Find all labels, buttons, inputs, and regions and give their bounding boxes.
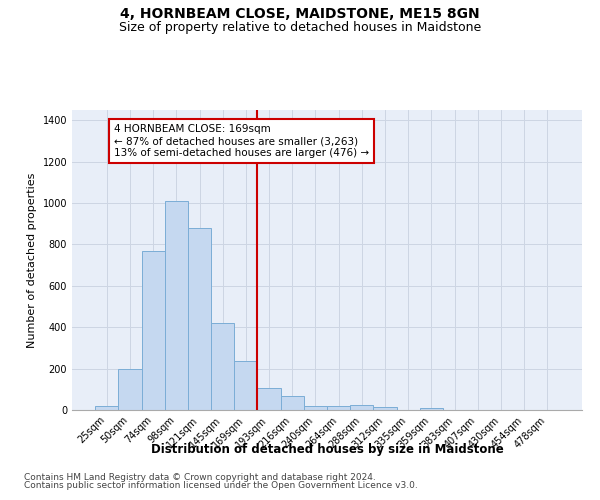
Bar [350,405,373,410]
Bar [211,323,234,410]
Bar [95,406,118,410]
Bar [420,408,443,410]
Bar [257,388,281,410]
Text: 4, HORNBEAM CLOSE, MAIDSTONE, ME15 8GN: 4, HORNBEAM CLOSE, MAIDSTONE, ME15 8GN [120,8,480,22]
Bar [165,201,188,410]
Bar [118,368,142,410]
Text: Contains public sector information licensed under the Open Government Licence v3: Contains public sector information licen… [24,481,418,490]
Y-axis label: Number of detached properties: Number of detached properties [27,172,37,348]
Bar [188,228,211,410]
Text: Distribution of detached houses by size in Maidstone: Distribution of detached houses by size … [151,442,503,456]
Text: Contains HM Land Registry data © Crown copyright and database right 2024.: Contains HM Land Registry data © Crown c… [24,472,376,482]
Bar [373,408,397,410]
Bar [234,362,257,410]
Bar [281,396,304,410]
Text: Size of property relative to detached houses in Maidstone: Size of property relative to detached ho… [119,21,481,34]
Bar [327,406,350,410]
Bar [142,250,165,410]
Bar [304,406,327,410]
Text: 4 HORNBEAM CLOSE: 169sqm
← 87% of detached houses are smaller (3,263)
13% of sem: 4 HORNBEAM CLOSE: 169sqm ← 87% of detach… [114,124,369,158]
